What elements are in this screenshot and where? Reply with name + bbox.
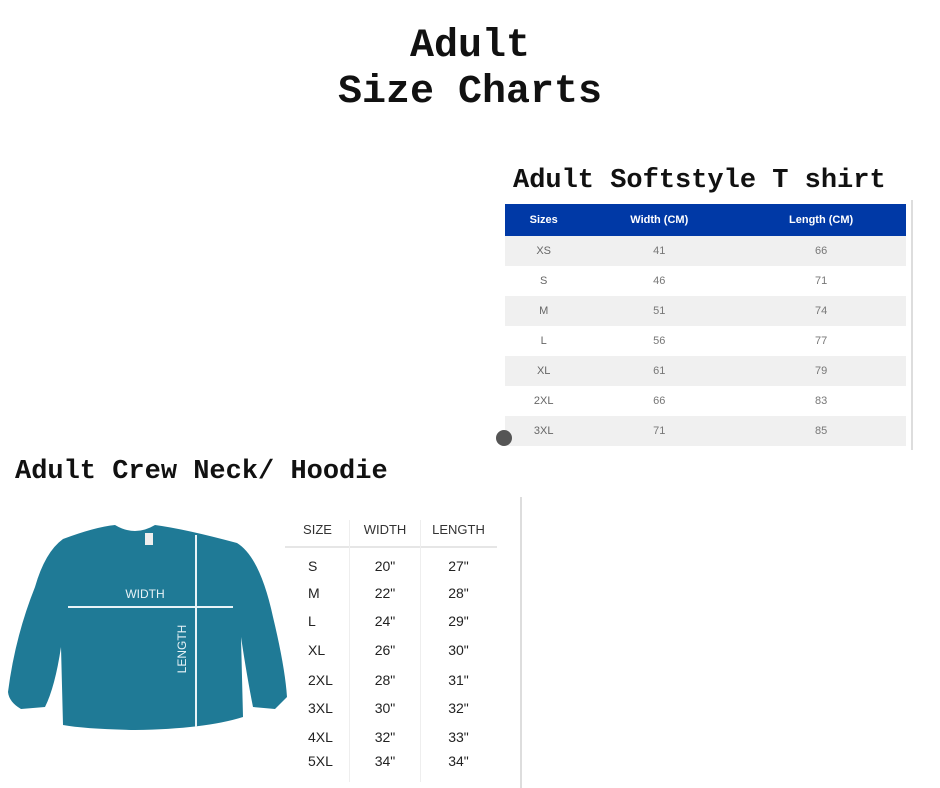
table-row: M 51 74: [505, 296, 906, 326]
size-cell: 5XL: [308, 753, 333, 769]
size-cell: S: [540, 275, 548, 287]
width-cell: 71: [582, 416, 737, 446]
length-cell: 32": [448, 700, 469, 716]
image-edge: [520, 497, 522, 788]
width-cell: 51: [582, 296, 737, 326]
length-cell: 79: [736, 356, 906, 386]
width-cell: 28": [374, 672, 396, 688]
width-cell: 56: [653, 335, 666, 347]
softstyle-size-table: Sizes Width (CM) Length (CM) XS 41 66 S 46 71…: [505, 204, 906, 446]
width-cell: 32": [374, 729, 396, 745]
length-label: LENGTH: [175, 625, 189, 674]
table-row: 3XL 71 85: [505, 416, 906, 446]
width-cell: 24": [374, 613, 396, 629]
size-cell: M: [505, 296, 583, 326]
table-row: 2XL 66 83: [505, 386, 906, 416]
length-cell: 28": [448, 585, 469, 601]
width-cell: 61: [582, 356, 737, 386]
width-cell: 66: [653, 395, 666, 407]
sweatshirt-diagram: WIDTH LENGTH: [8, 525, 287, 730]
table-row: S 46 71: [505, 266, 906, 296]
table-row: XL 61 79: [505, 356, 906, 386]
table-row: M 22" 28": [285, 585, 497, 601]
size-cell: 2XL: [308, 672, 333, 688]
width-cell: 20": [374, 558, 396, 574]
length-cell: 29": [448, 613, 469, 629]
size-cell: 3XL: [505, 416, 583, 446]
table-row: XL 26" 30": [285, 642, 497, 658]
size-cell: XS: [505, 236, 583, 266]
size-cell: 4XL: [308, 729, 333, 745]
width-cell: 46: [653, 275, 666, 287]
table-row: L 24" 29": [285, 613, 497, 629]
length-cell: 31": [448, 672, 469, 688]
length-cell: 71: [814, 275, 828, 287]
softstyle-heading: Adult Softstyle T shirt: [513, 166, 886, 196]
table-header-row: Sizes Width (CM) Length (CM): [505, 204, 906, 236]
size-cell: L: [540, 335, 547, 347]
table-row: 3XL 30" 32": [285, 700, 497, 716]
width-cell: 26": [374, 642, 396, 658]
badge-icon: [496, 430, 512, 446]
column-header: LENGTH: [432, 522, 485, 537]
size-cell: XL: [308, 642, 326, 658]
table-row: XS 41 66: [505, 236, 906, 266]
width-label: WIDTH: [125, 587, 164, 601]
length-cell: 30": [448, 642, 469, 658]
column-header: SIZE: [303, 522, 332, 537]
width-cell: 34": [374, 753, 396, 769]
size-cell: M: [308, 585, 320, 601]
size-cell: L: [308, 613, 316, 629]
table-header-row: SIZE WIDTH LENGTH: [285, 522, 497, 537]
size-cell: XL: [505, 356, 583, 386]
table-row: S 20" 27": [285, 558, 497, 574]
size-cell: 3XL: [308, 700, 333, 716]
length-cell: 83: [814, 395, 828, 407]
width-cell: 22": [374, 585, 396, 601]
sweatshirt-shape: [8, 525, 287, 730]
width-cell: 41: [582, 236, 737, 266]
column-header: Width (CM): [582, 204, 737, 236]
column-divider: [420, 520, 421, 782]
column-header: Sizes: [505, 204, 583, 236]
column-header: WIDTH: [363, 522, 407, 537]
column-header: Length (CM): [736, 204, 906, 236]
image-edge: [911, 200, 913, 450]
length-cell: 85: [736, 416, 906, 446]
column-divider: [349, 520, 350, 782]
table-row: L 56 77: [505, 326, 906, 356]
header-divider: [285, 546, 497, 548]
title-line-1: Adult: [409, 24, 531, 69]
length-cell: 27": [448, 558, 469, 574]
size-cell: S: [308, 558, 318, 574]
table-row: 4XL 32" 33": [285, 729, 497, 745]
crewneck-heading: Adult Crew Neck/ Hoodie: [15, 457, 388, 487]
length-cell: 66: [736, 236, 906, 266]
title-line-2: Size Charts: [337, 70, 603, 115]
width-cell: 30": [374, 700, 396, 716]
table-row: 5XL 34" 34": [285, 753, 497, 769]
length-cell: 74: [736, 296, 906, 326]
length-cell: 34": [448, 753, 469, 769]
table-row: 2XL 28" 31": [285, 672, 497, 688]
length-cell: 33": [448, 729, 469, 745]
garment-tag: [145, 533, 153, 545]
crewneck-chart-image: WIDTH LENGTH: [5, 497, 525, 788]
size-cell: 2XL: [533, 395, 554, 407]
length-cell: 77: [814, 335, 828, 347]
